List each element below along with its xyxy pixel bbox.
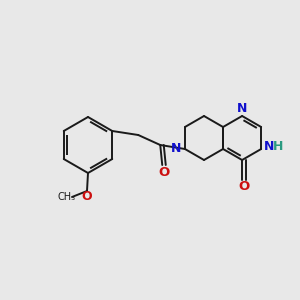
- Text: CH₃: CH₃: [58, 192, 76, 202]
- Text: N: N: [171, 142, 181, 155]
- Text: O: O: [82, 190, 92, 203]
- Text: N: N: [264, 140, 274, 154]
- Text: O: O: [158, 166, 169, 178]
- Text: N: N: [237, 101, 247, 115]
- Text: H: H: [273, 140, 283, 154]
- Text: O: O: [238, 181, 249, 194]
